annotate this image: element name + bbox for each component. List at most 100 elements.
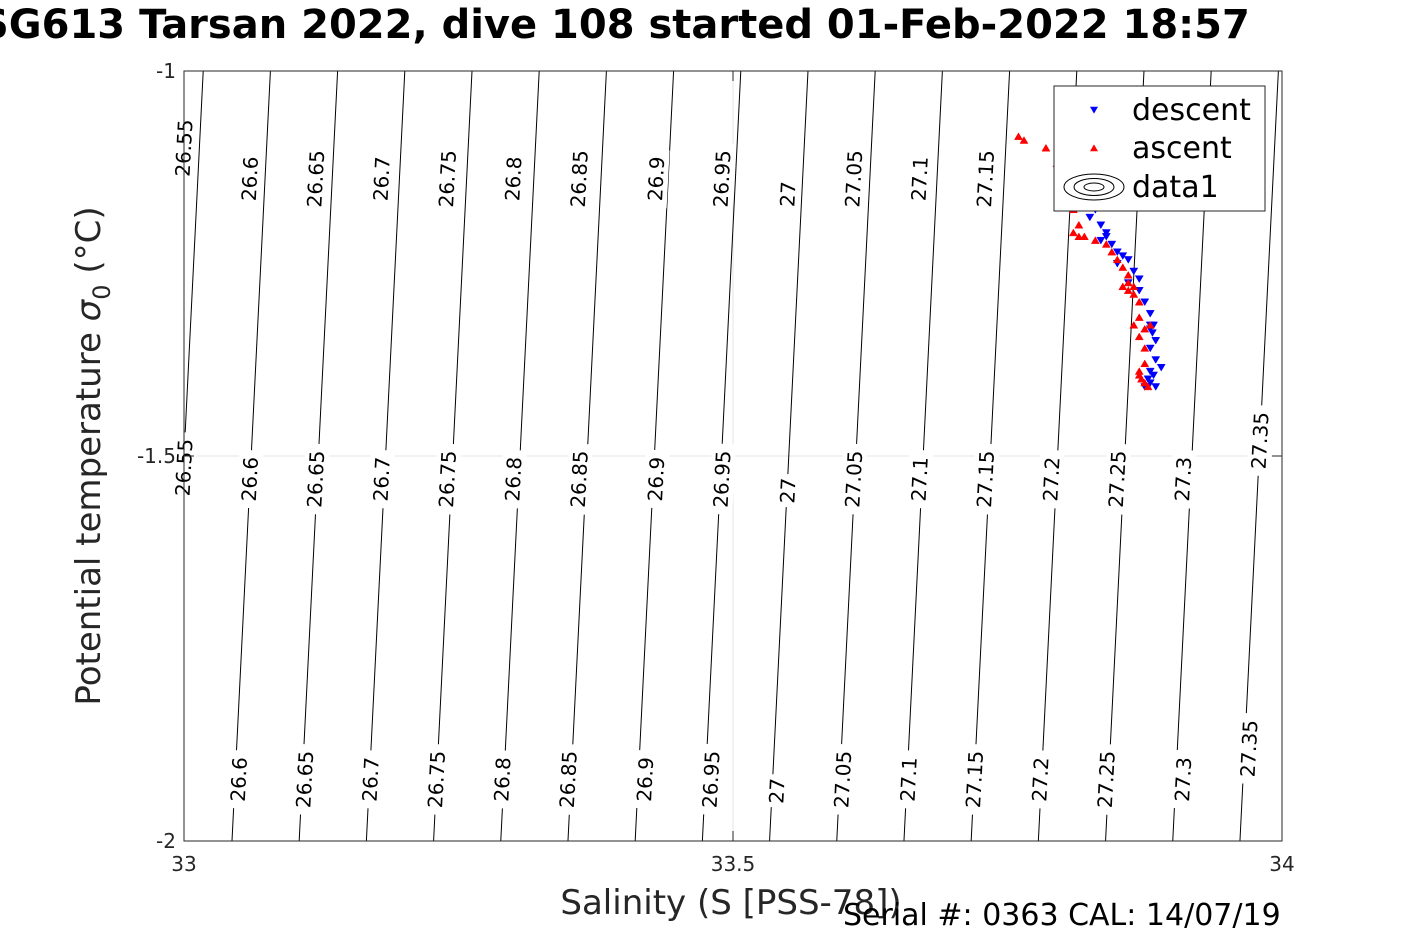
- contour-label: 26.7: [368, 449, 396, 509]
- ascent-point: [1123, 270, 1133, 279]
- contour-label-bg: [301, 443, 330, 515]
- ascent-point: [1143, 382, 1153, 391]
- contour-label: 27: [775, 177, 801, 212]
- contour-label-bg: [960, 743, 989, 816]
- contour-label-text: 27.35: [1247, 411, 1274, 469]
- series-ascent: [1014, 132, 1155, 391]
- contour-label: 26.8: [488, 749, 516, 809]
- contour-label: 26.65: [290, 743, 319, 816]
- ascent-point: [1101, 240, 1111, 248]
- ascent-point: [1140, 344, 1150, 352]
- contour-label-text: 26.8: [500, 456, 526, 502]
- contour-label-text: 27.15: [972, 450, 999, 508]
- contour-label-text: 27.1: [896, 757, 922, 803]
- contour-label-text: 26.75: [434, 450, 461, 508]
- contour-label-text: 26.75: [434, 150, 461, 208]
- contour-label: 27.1: [906, 449, 934, 509]
- contour-label: 27.15: [960, 743, 989, 816]
- ascent-point: [1145, 321, 1155, 329]
- contour-label: 26.9: [642, 449, 670, 509]
- ascent-point: [1129, 321, 1139, 329]
- y-tick-label: -1.5: [137, 444, 176, 468]
- contour-label-text: 26.85: [555, 750, 582, 808]
- chart-title: SG613 Tarsan 2022, dive 108 started 01-F…: [0, 2, 1250, 48]
- ascent-point: [1079, 232, 1089, 240]
- contour-label-bg: [488, 749, 516, 809]
- legend-label-data1: data1: [1132, 170, 1219, 205]
- descent-point: [1096, 236, 1106, 245]
- ascent-point: [1014, 132, 1023, 140]
- contour-label: 26.7: [357, 749, 385, 809]
- contour-label-text: 27.25: [1104, 450, 1131, 508]
- contour-label-text: 26.8: [500, 156, 526, 202]
- contour-label: 26.95: [697, 743, 725, 816]
- y-tick-label: -1: [156, 59, 176, 83]
- serial-cal-note: Serial #: 0363 CAL: 14/07/19: [843, 898, 1281, 933]
- contour-label: 26.6: [236, 449, 264, 509]
- contour-label: 27.35: [1235, 712, 1263, 785]
- contour-label-bg: [1169, 449, 1197, 509]
- contour-label-text: 26.9: [643, 156, 669, 202]
- legend-label-descent: descent: [1132, 93, 1251, 128]
- contour-label-text: 26.9: [643, 456, 669, 502]
- contour-label: 27.25: [1092, 743, 1121, 816]
- contour-label-bg: [775, 177, 801, 212]
- contour-label-bg: [775, 473, 801, 508]
- legend-contour-icon: [1083, 182, 1105, 192]
- ascent-point: [1129, 282, 1139, 291]
- contour-label: 27.35: [1246, 404, 1274, 477]
- contour-label: 26.95: [708, 443, 736, 515]
- contour-label-bg: [839, 142, 868, 215]
- legend-contour-icon: [1073, 178, 1115, 196]
- contour-label-text: 26.85: [566, 150, 593, 208]
- contour-label: 27.3: [1169, 749, 1197, 809]
- isopycnal-line: [183, 70, 204, 457]
- contour-label-bg: [1026, 749, 1054, 809]
- x-tick-label: 33: [171, 852, 196, 876]
- contour-label-text: 26.65: [302, 150, 329, 208]
- contour-label-bg: [236, 149, 264, 209]
- contour-label-text: 27.2: [1038, 456, 1064, 502]
- contour-label-bg: [971, 142, 1000, 215]
- contour-label-bg: [828, 743, 857, 816]
- contour-label: 26.6: [225, 749, 253, 809]
- contour-label-text: 26.65: [291, 750, 318, 808]
- contour-label-bg: [422, 743, 451, 816]
- contour-label-bg: [895, 749, 923, 809]
- x-tick-label: 34: [1269, 852, 1294, 876]
- contour-label: 27.05: [839, 443, 868, 515]
- ascent-point: [1140, 324, 1150, 333]
- ascent-point: [1118, 282, 1128, 291]
- contour-label: 27.05: [828, 743, 857, 816]
- contour-label: 26.75: [422, 743, 451, 816]
- ascent-point: [1129, 290, 1139, 298]
- contour-label: 26.75: [433, 142, 462, 215]
- ascent-point: [1134, 297, 1144, 306]
- contour-label-bg: [708, 443, 736, 515]
- contour-label-bg: [301, 142, 330, 215]
- descent-point: [1145, 367, 1155, 376]
- contour-label: 26.6: [236, 149, 264, 209]
- contour-label-bg: [642, 449, 670, 509]
- ascent-point: [1137, 374, 1146, 383]
- contour-label-bg: [971, 443, 1000, 515]
- ascent-point: [1134, 371, 1144, 379]
- descent-point: [1096, 221, 1106, 230]
- descent-point: [1101, 233, 1111, 241]
- contour-label: 27.2: [1026, 749, 1054, 809]
- contour-label-bg: [906, 149, 934, 209]
- contour-label: 26.85: [565, 142, 594, 215]
- axis-ticks: 33 33.5 34 -1 -1.5 -2: [137, 59, 1295, 876]
- contour-label-text: 27.2: [1027, 757, 1053, 803]
- contour-label-bg: [839, 443, 868, 515]
- contour-label-text: 26.7: [368, 156, 394, 202]
- contour-label-text: 27.15: [961, 750, 988, 808]
- contour-label: 27.3: [1169, 449, 1197, 509]
- contour-label-text: 27.3: [1170, 456, 1196, 502]
- legend-contour-icon: [1063, 173, 1125, 201]
- y-axis-label-symbol: σ: [69, 298, 109, 321]
- contour-label-bg: [499, 149, 527, 209]
- contour-label-text: 26.6: [237, 456, 263, 502]
- contour-label-text: 26.6: [226, 757, 252, 803]
